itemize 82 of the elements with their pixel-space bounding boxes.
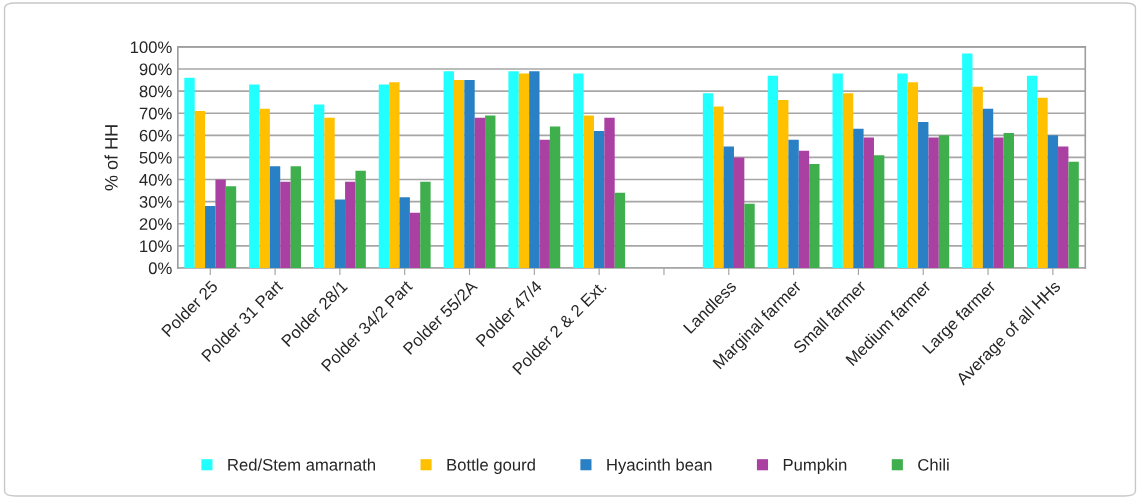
bar [907,82,919,268]
y-tick-label: 80% [139,85,172,98]
y-tick-label: 50% [139,151,172,164]
legend-label: Chili [918,458,949,471]
bar [972,86,983,268]
bar [1047,135,1059,268]
bar [539,139,550,268]
bar [1058,146,1069,268]
bar [205,206,216,268]
legend-label: Red/Stem amarnath [228,458,375,471]
bar [225,186,237,268]
bar [982,108,994,268]
bar [453,80,465,268]
bar [604,117,615,268]
bar [1037,97,1048,268]
bar [249,84,260,268]
bar [778,99,789,268]
bar [573,73,584,268]
bar [788,139,799,268]
bar [863,137,874,268]
bar [355,170,366,268]
bar [832,73,843,268]
y-tick-label: 20% [139,218,172,230]
legend-label: Bottle gourd [447,458,535,475]
y-tick-label: 60% [139,129,172,142]
bar [809,164,820,268]
y-tick-label: 100% [130,41,172,54]
y-tick-label: 30% [139,196,172,208]
bar [529,71,540,268]
bar [723,146,734,268]
bar [324,117,335,268]
bar [713,106,724,268]
bar [485,115,496,268]
bar [269,166,281,268]
bar [409,212,421,268]
bar [583,115,594,268]
bar [733,157,745,268]
y-tick-label: 0% [148,262,172,275]
bar [549,126,561,268]
y-tick-label: 40% [139,173,172,186]
bar [280,181,291,268]
bar [420,181,431,268]
bar [798,150,810,268]
bar [313,104,325,268]
bar [873,155,885,268]
bar [464,80,475,268]
bar [593,130,605,268]
bar [184,77,195,268]
bar [853,128,864,268]
bar [744,203,755,268]
bar [993,137,1004,268]
y-axis-title: % of HH [104,125,118,191]
bar [928,137,939,268]
bar [290,166,301,268]
bar [962,53,973,268]
bar [897,73,908,268]
bar [918,122,929,268]
y-tick-label: 90% [139,63,172,76]
bar [842,93,854,268]
bar [1068,161,1079,268]
bar [378,84,390,268]
bar [399,197,410,268]
legend-label: Hyacinth bean [607,458,712,475]
bar [938,135,950,268]
bar [614,192,626,268]
bar [215,179,226,268]
bar [702,93,714,268]
bar [345,181,356,268]
y-tick-label: 10% [140,240,172,253]
bar [508,71,519,268]
legend-label: Pumpkin [783,458,847,475]
bar [194,111,206,268]
bar [1026,75,1038,268]
bar [259,108,270,268]
bar [474,117,486,268]
bar [767,75,779,268]
bar [334,199,346,268]
bar [389,82,400,268]
bar [443,71,454,268]
y-tick-label: 70% [139,107,172,120]
bar [1003,133,1014,268]
bar [518,73,530,268]
